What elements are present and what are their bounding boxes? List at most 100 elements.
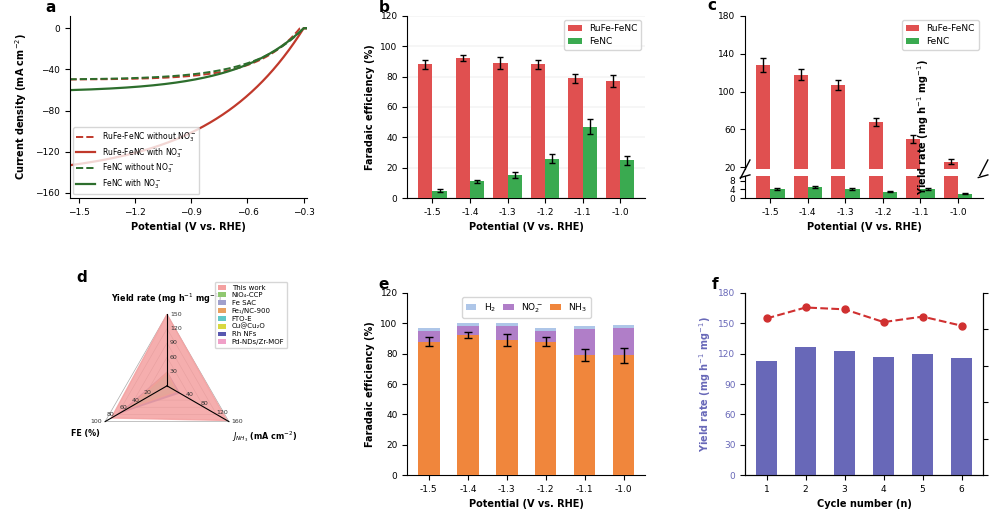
Bar (756, 361, 778, 475)
Bar (432, 191, 447, 198)
Bar (793, 0, 807, 198)
Bar (568, 78, 583, 198)
Bar (834, 351, 855, 475)
Bar (831, 0, 845, 198)
Text: f: f (712, 277, 719, 293)
RuFe-FeNC with NO$_3^-$ (302, 25, 314, 31)
Text: FE (%): FE (%) (71, 429, 99, 438)
Text: 60: 60 (119, 405, 127, 410)
Text: 30: 30 (170, 369, 178, 374)
Bar (845, 183, 860, 186)
Bar (535, 342, 556, 475)
Bar (907, 139, 921, 186)
Bar (507, 175, 521, 198)
Text: Yield rate (mg h$^{-1}$ mg$^{-1}$): Yield rate (mg h$^{-1}$ mg$^{-1}$) (916, 59, 931, 195)
Bar (907, 89, 921, 198)
Bar (943, 162, 958, 186)
RuFe-FeNC without NO$_3^-$ (64, 77, 75, 83)
Bar (456, 59, 470, 198)
Bar (418, 328, 440, 331)
FeNC with NO$_3^-$ (177, 79, 189, 85)
FeNC without NO$_3^-$ (302, 25, 314, 31)
Bar (470, 182, 485, 198)
FeNC without NO$_3^-$ (258, 53, 270, 60)
Text: c: c (707, 0, 716, 13)
Line: RuFe-FeNC without NO$_3^-$: RuFe-FeNC without NO$_3^-$ (70, 28, 308, 80)
Bar (921, 190, 934, 198)
RuFe-FeNC without NO$_3^-$ (294, 25, 306, 31)
FeNC with NO$_3^-$ (64, 87, 75, 93)
Polygon shape (131, 378, 174, 407)
Bar (921, 183, 934, 186)
Polygon shape (125, 380, 172, 410)
Bar (869, 122, 883, 186)
Polygon shape (128, 372, 177, 408)
X-axis label: Potential (V vs. RHE): Potential (V vs. RHE) (469, 499, 584, 510)
FeNC with NO$_3^-$ (296, 27, 308, 33)
Text: b: b (378, 0, 389, 15)
Bar (606, 81, 621, 198)
X-axis label: Potential (V vs. RHE): Potential (V vs. RHE) (469, 222, 584, 232)
X-axis label: Potential (V vs. RHE): Potential (V vs. RHE) (806, 222, 922, 232)
RuFe-FeNC with NO$_3^-$ (258, 76, 270, 82)
RuFe-FeNC without NO$_3^-$ (206, 70, 217, 77)
Text: $J_{NH_3}$ (mA cm$^{-2}$): $J_{NH_3}$ (mA cm$^{-2}$) (231, 429, 297, 444)
Bar (418, 342, 440, 475)
X-axis label: Cycle number (n): Cycle number (n) (816, 499, 912, 510)
FeNC without NO$_3^-$ (193, 70, 205, 77)
Bar (496, 340, 517, 475)
Text: 120: 120 (170, 326, 182, 331)
Text: 160: 160 (231, 419, 243, 424)
Bar (457, 323, 479, 326)
Text: 150: 150 (170, 312, 182, 317)
RuFe-FeNC with NO$_3^-$ (298, 25, 310, 31)
Bar (457, 335, 479, 475)
RuFe-FeNC without NO$_3^-$ (302, 25, 314, 31)
Bar (794, 346, 816, 475)
Bar (574, 329, 596, 355)
Bar (883, 183, 897, 186)
Polygon shape (111, 314, 227, 420)
Bar (831, 85, 845, 186)
Legend: H$_2$, NO$_2^-$, NH$_3$: H$_2$, NO$_2^-$, NH$_3$ (462, 297, 591, 318)
Bar (496, 326, 517, 340)
FeNC with NO$_3^-$ (193, 76, 205, 82)
Bar (613, 355, 635, 475)
Bar (845, 190, 860, 198)
RuFe-FeNC without NO$_3^-$ (296, 25, 308, 31)
Text: 80: 80 (201, 401, 209, 406)
Polygon shape (133, 375, 176, 406)
Y-axis label: Yield rate (mg h$^{-1}$ mg$^{-1}$): Yield rate (mg h$^{-1}$ mg$^{-1}$) (697, 316, 713, 452)
Text: 60: 60 (170, 355, 178, 360)
Text: e: e (378, 277, 389, 293)
Bar (958, 194, 972, 198)
Bar (756, 65, 771, 186)
Polygon shape (116, 376, 175, 415)
Bar (943, 141, 958, 198)
FeNC without NO$_3^-$ (178, 72, 190, 78)
Text: 40: 40 (186, 392, 194, 397)
Bar (613, 328, 635, 355)
Text: d: d (76, 270, 87, 285)
Text: 20: 20 (144, 391, 152, 395)
Bar (958, 184, 972, 186)
Bar (457, 326, 479, 335)
Bar (807, 187, 822, 198)
Text: 80: 80 (107, 412, 114, 417)
Line: FeNC without NO$_3^-$: FeNC without NO$_3^-$ (70, 28, 308, 79)
Bar (869, 49, 883, 198)
Bar (873, 357, 895, 475)
Bar (583, 127, 597, 198)
Bar (494, 63, 507, 198)
Line: FeNC with NO$_3^-$: FeNC with NO$_3^-$ (70, 28, 308, 90)
Bar (574, 355, 596, 475)
Bar (756, 0, 771, 198)
Line: RuFe-FeNC with NO$_3^-$: RuFe-FeNC with NO$_3^-$ (70, 28, 308, 165)
FeNC with NO$_3^-$ (258, 53, 270, 60)
Bar (613, 325, 635, 328)
FeNC without NO$_3^-$ (298, 25, 310, 31)
Bar (531, 64, 545, 198)
Legend: RuFe-FeNC, FeNC: RuFe-FeNC, FeNC (903, 21, 978, 50)
Text: a: a (46, 0, 56, 15)
Legend: RuFe-FeNC, FeNC: RuFe-FeNC, FeNC (564, 21, 640, 50)
